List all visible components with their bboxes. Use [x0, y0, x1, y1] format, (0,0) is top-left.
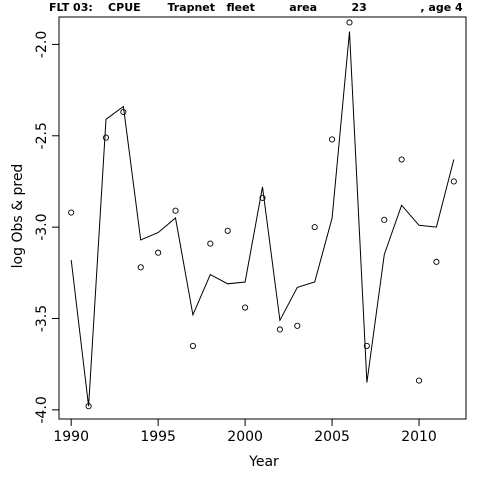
observed-point — [102, 134, 110, 141]
observed-point — [450, 178, 457, 185]
observed-point — [207, 240, 214, 247]
observed-point — [276, 326, 283, 333]
plot-frame — [58, 16, 467, 420]
observed-point — [224, 227, 231, 234]
x-tick-label: 2010 — [401, 429, 437, 445]
y-tick-label: -2.0 — [34, 31, 50, 58]
x-tick-label: 2005 — [314, 429, 350, 445]
observed-point — [137, 264, 144, 271]
y-axis-label: log Obs & pred — [10, 164, 26, 269]
x-tick-label: 1995 — [140, 429, 176, 445]
y-tick-label: -3.5 — [34, 305, 50, 332]
series-layer — [68, 19, 457, 410]
predicted-line — [70, 31, 455, 407]
observed-point — [155, 249, 162, 256]
observed-point — [311, 224, 318, 231]
observed-point — [363, 342, 370, 349]
observed-point — [433, 258, 440, 265]
observed-point — [294, 322, 301, 329]
observed-point — [346, 19, 353, 26]
observed-point — [68, 209, 75, 216]
observed-point — [189, 342, 196, 349]
x-tick-label: 1990 — [53, 429, 89, 445]
x-tick-label: 2000 — [227, 429, 263, 445]
x-axis: 1990 1995 2000 2005 2010 — [53, 418, 437, 445]
observed-point — [329, 136, 336, 143]
y-axis: -4.0 -3.5 -3.0 -2.5 -2.0 — [34, 31, 60, 424]
observed-point — [398, 156, 405, 163]
chart-title: FLT 03: CPUE Trapnet fleet area 23 , age… — [49, 1, 463, 14]
y-tick-label: -3.0 — [34, 213, 50, 240]
x-axis-label: Year — [248, 454, 279, 470]
observed-point — [120, 108, 127, 116]
observed-point — [381, 216, 388, 223]
y-tick-label: -4.0 — [34, 396, 50, 423]
observed-point — [259, 194, 266, 201]
observed-point — [242, 304, 249, 311]
observed-point — [415, 377, 423, 384]
y-tick-label: -2.5 — [34, 122, 50, 149]
observed-point — [172, 207, 179, 214]
